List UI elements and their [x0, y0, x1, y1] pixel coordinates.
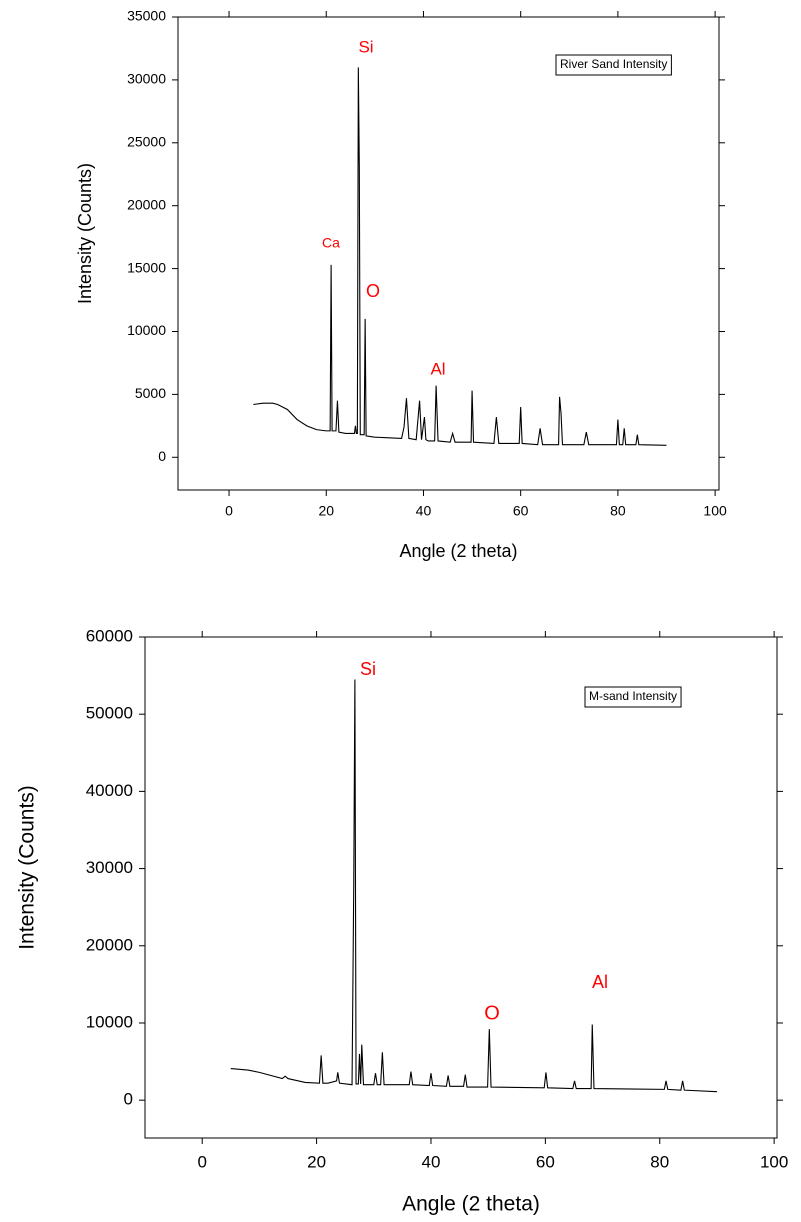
- y-tick-label: 10000: [127, 322, 166, 338]
- x-tick-label: 20: [307, 1152, 326, 1171]
- peak-annotation: Si: [358, 37, 373, 56]
- y-axis-label: Intensity (Counts): [16, 785, 39, 950]
- y-tick-label: 40000: [86, 781, 133, 800]
- x-tick-label: 40: [422, 1152, 441, 1171]
- y-tick-label: 25000: [127, 134, 166, 150]
- x-tick-label: 20: [318, 503, 334, 519]
- y-tick-label: 10000: [86, 1012, 133, 1031]
- peak-annotation: Al: [592, 972, 608, 992]
- x-axis-label: Angle (2 theta): [399, 541, 517, 561]
- x-tick-label: 60: [513, 503, 529, 519]
- x-tick-label: 100: [703, 503, 727, 519]
- y-axis-label: Intensity (Counts): [75, 163, 95, 304]
- y-tick-label: 30000: [86, 858, 133, 877]
- y-tick-label: 60000: [86, 626, 133, 645]
- x-tick-label: 40: [416, 503, 432, 519]
- x-axis-label: Angle (2 theta): [402, 1193, 540, 1216]
- x-tick-label: 0: [197, 1152, 206, 1171]
- x-tick-label: 80: [650, 1152, 669, 1171]
- x-tick-label: 60: [536, 1152, 555, 1171]
- plot-frame: [144, 636, 778, 1139]
- y-tick-label: 35000: [127, 8, 166, 24]
- x-tick-label: 80: [610, 503, 626, 519]
- legend-box: [584, 686, 682, 708]
- legend-box: [555, 54, 672, 76]
- peak-annotation: O: [366, 281, 380, 301]
- data-line: [253, 67, 667, 446]
- data-line: [230, 679, 717, 1093]
- plot-frame: [177, 16, 720, 491]
- y-tick-label: 5000: [135, 385, 166, 401]
- y-tick-label: 50000: [86, 704, 133, 723]
- y-tick-label: 30000: [127, 71, 166, 87]
- legend-label: M-sand Intensity: [589, 689, 677, 703]
- y-tick-label: 20000: [127, 196, 166, 212]
- peak-annotation: O: [484, 1002, 500, 1024]
- y-tick-label: 0: [124, 1090, 133, 1109]
- x-tick-label: 100: [760, 1152, 788, 1171]
- y-tick-label: 20000: [86, 935, 133, 954]
- peak-annotation: Al: [430, 359, 445, 378]
- legend-label: River Sand Intensity: [560, 57, 667, 71]
- peak-annotation: Si: [360, 659, 376, 679]
- peak-annotation: Ca: [322, 235, 340, 251]
- y-tick-label: 0: [158, 448, 166, 464]
- x-tick-label: 0: [225, 503, 233, 519]
- y-tick-label: 15000: [127, 259, 166, 275]
